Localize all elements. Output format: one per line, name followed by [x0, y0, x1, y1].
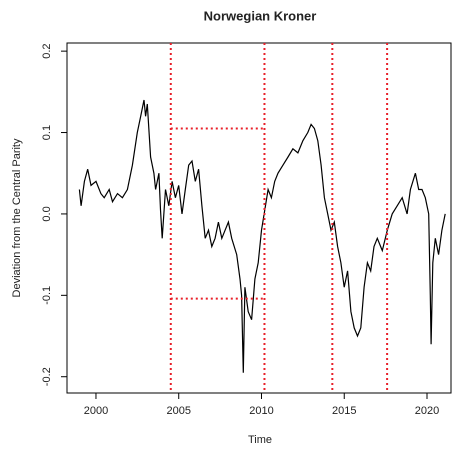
x-axis-label: Time — [248, 434, 272, 446]
y-tick-label: -0.1 — [41, 286, 53, 305]
x-tick-label: 2020 — [415, 405, 439, 417]
chart-title: Norwegian Kroner — [204, 8, 317, 23]
x-tick-label: 2005 — [166, 405, 190, 417]
x-tick-label: 2010 — [249, 405, 273, 417]
y-tick-label: -0.2 — [41, 367, 53, 386]
series-line — [78, 99, 446, 373]
x-tick-label: 2000 — [84, 405, 108, 417]
y-tick-label: 0.1 — [41, 125, 53, 140]
y-tick-label: 0.2 — [41, 43, 53, 58]
plot-frame — [66, 42, 452, 394]
y-tick-label: 0.0 — [41, 206, 53, 221]
y-axis-label: Deviation from the Central Parity — [11, 138, 23, 297]
x-tick-label: 2015 — [332, 405, 356, 417]
